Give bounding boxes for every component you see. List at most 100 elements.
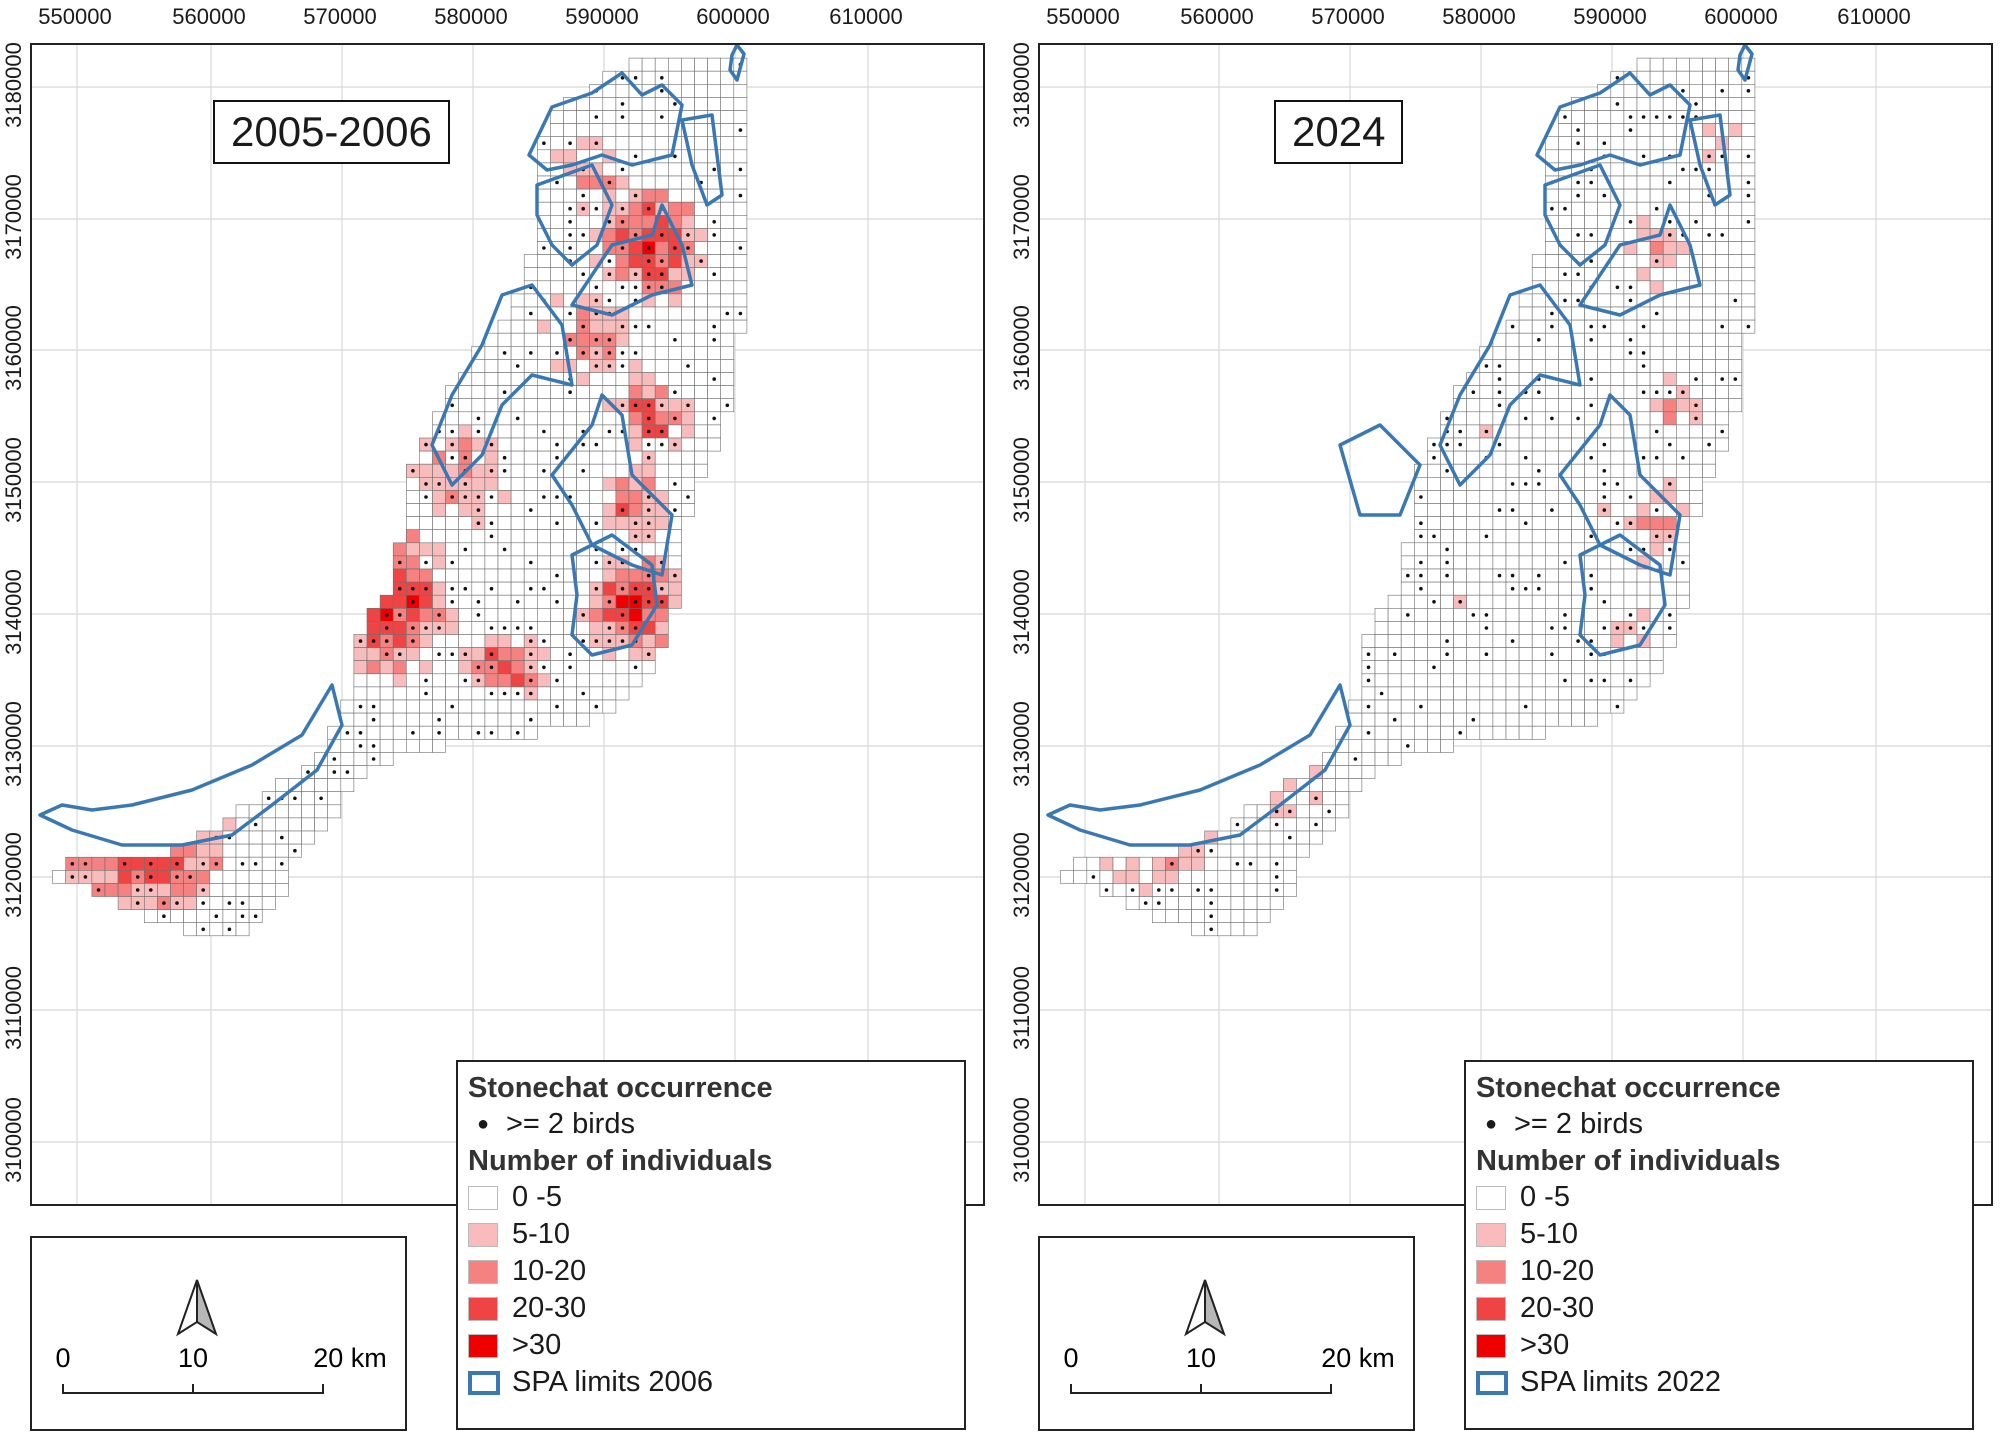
grid-cell (1689, 463, 1703, 478)
grid-cell (1453, 581, 1468, 596)
occurrence-dot (1563, 115, 1567, 119)
grid-cell (458, 725, 473, 740)
grid-cell (523, 267, 538, 282)
grid-cell (1610, 162, 1625, 177)
grid-cell (602, 463, 617, 478)
grid-cell (550, 267, 564, 282)
grid-cell (1741, 306, 1756, 321)
occurrence-dot (1537, 338, 1541, 342)
occurrence-dot (1589, 678, 1593, 683)
occurrence-dot (594, 141, 599, 145)
occurrence-dot (424, 691, 428, 696)
occurrence-dot (135, 875, 140, 879)
grid-cell (1715, 267, 1729, 282)
grid-cell (1440, 490, 1454, 504)
grid-cell (1492, 555, 1507, 570)
grid-cell (1492, 621, 1507, 635)
grid-cell (628, 123, 643, 137)
grid-cell (602, 136, 617, 151)
map-frame[interactable] (30, 43, 985, 1206)
grid-cell (1492, 712, 1507, 727)
grid-cell (1518, 293, 1533, 308)
grid-cell (1479, 516, 1494, 531)
occurrence-dot (70, 862, 75, 866)
grid-cell (536, 503, 551, 517)
grid-cell (91, 869, 106, 884)
grid-cell (563, 123, 577, 137)
grid-cell (641, 97, 656, 111)
occurrence-dot (1602, 626, 1607, 630)
grid-cell (654, 332, 669, 347)
grid-cell (720, 241, 735, 255)
occurrence-dot (1458, 600, 1462, 604)
occurrence-dot (738, 246, 743, 250)
grid-cell (550, 398, 564, 413)
legend-spa-row: SPA limits 2022 (1476, 1364, 1972, 1401)
grid-cell (1440, 725, 1454, 740)
grid-cell (445, 621, 460, 635)
grid-cell (1558, 699, 1572, 714)
grid-cell (1702, 372, 1716, 386)
grid-cell (209, 896, 224, 910)
occurrence-dot (463, 455, 468, 460)
grid-cell (1662, 188, 1677, 203)
grid-cell (523, 254, 538, 269)
map-frame[interactable] (1038, 43, 1993, 1206)
occurrence-dot (633, 626, 638, 630)
grid-cell (1649, 162, 1664, 177)
grid-cell (615, 385, 630, 400)
occurrence-dot (1274, 862, 1279, 866)
grid-cell (523, 293, 538, 308)
occurrence-dot (1537, 482, 1541, 486)
grid-cell (1191, 909, 1206, 923)
legend-class-label: 5-10 (1520, 1218, 1579, 1250)
grid-cell (1610, 660, 1625, 675)
grid-cell (1466, 634, 1481, 648)
grid-cell (104, 883, 119, 897)
grid-cell (497, 372, 512, 386)
grid-cell (1636, 516, 1651, 531)
occurrence-dot (712, 220, 716, 224)
grid-cell (432, 686, 446, 701)
grid-cell (628, 490, 643, 504)
occurrence-dot (463, 678, 468, 683)
occurrence-dot (1130, 888, 1135, 892)
legend-class-label: >30 (1520, 1329, 1570, 1361)
grid-cell (1400, 621, 1415, 635)
grid-cell (1610, 490, 1625, 504)
occurrence-dot (594, 298, 599, 303)
grid-cell (510, 555, 525, 570)
grid-cell (471, 581, 486, 596)
grid-cell (510, 660, 525, 675)
grid-cell (654, 123, 669, 137)
grid-cell (589, 686, 604, 701)
occurrence-dot (568, 665, 572, 670)
occurrence-dot (489, 469, 494, 473)
occurrence-dot (568, 206, 572, 211)
grid-cell (235, 922, 250, 937)
grid-cell (157, 883, 171, 897)
grid-cell (1675, 372, 1690, 386)
grid-cell (392, 621, 407, 635)
grid-cell (681, 411, 695, 426)
grid-cell (1675, 437, 1690, 452)
occurrence-dot (620, 639, 625, 643)
grid-cell (1479, 398, 1494, 413)
grid-cell (1466, 699, 1481, 714)
occurrence-dot (568, 652, 572, 656)
grid-cell (1649, 411, 1664, 426)
grid-cell (733, 215, 748, 229)
grid-cell (366, 647, 381, 661)
grid-cell (1243, 830, 1258, 845)
grid-cell (327, 791, 342, 806)
occurrence-dot (266, 796, 271, 801)
occurrence-dot (515, 626, 520, 630)
grid-cell (550, 581, 564, 596)
grid-cell (1479, 568, 1494, 583)
occurrence-dot (1746, 89, 1751, 93)
occurrence-dot (1497, 390, 1502, 395)
grid-cell (1283, 778, 1297, 792)
grid-cell (615, 123, 630, 137)
grid-cell (1584, 385, 1598, 400)
occurrence-dot (1681, 167, 1685, 172)
